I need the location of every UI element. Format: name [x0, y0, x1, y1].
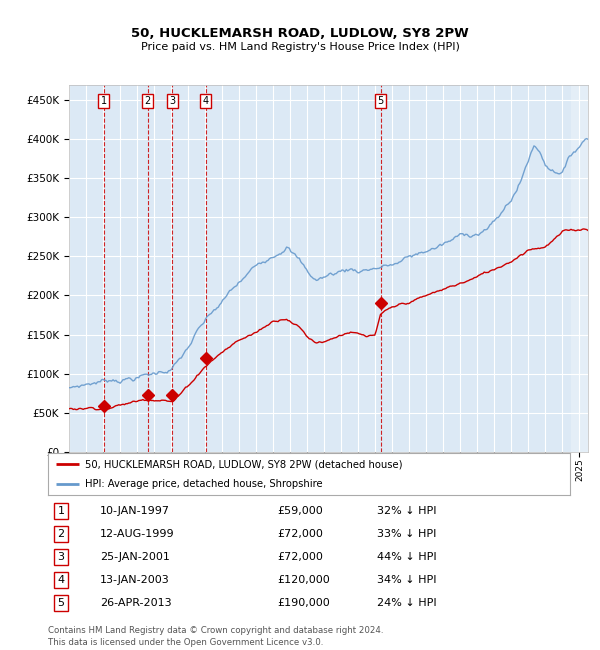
Text: £72,000: £72,000	[278, 552, 323, 562]
Text: 4: 4	[58, 575, 65, 585]
Text: 2: 2	[58, 529, 65, 539]
Polygon shape	[571, 84, 588, 452]
Text: 2: 2	[145, 96, 151, 106]
Text: 3: 3	[58, 552, 65, 562]
Text: 24% ↓ HPI: 24% ↓ HPI	[377, 598, 436, 608]
Text: 32% ↓ HPI: 32% ↓ HPI	[377, 506, 436, 516]
Text: Contains HM Land Registry data © Crown copyright and database right 2024.
This d: Contains HM Land Registry data © Crown c…	[48, 626, 383, 647]
Text: 5: 5	[58, 598, 65, 608]
Text: HPI: Average price, detached house, Shropshire: HPI: Average price, detached house, Shro…	[85, 479, 322, 489]
Text: 5: 5	[377, 96, 384, 106]
Text: 34% ↓ HPI: 34% ↓ HPI	[377, 575, 436, 585]
Text: 44% ↓ HPI: 44% ↓ HPI	[377, 552, 436, 562]
Text: 33% ↓ HPI: 33% ↓ HPI	[377, 529, 436, 539]
Text: £120,000: £120,000	[278, 575, 331, 585]
Text: 13-JAN-2003: 13-JAN-2003	[100, 575, 170, 585]
Text: 1: 1	[58, 506, 65, 516]
Text: 12-AUG-1999: 12-AUG-1999	[100, 529, 175, 539]
Text: 50, HUCKLEMARSH ROAD, LUDLOW, SY8 2PW: 50, HUCKLEMARSH ROAD, LUDLOW, SY8 2PW	[131, 27, 469, 40]
Text: 10-JAN-1997: 10-JAN-1997	[100, 506, 170, 516]
Text: 4: 4	[203, 96, 209, 106]
Text: £72,000: £72,000	[278, 529, 323, 539]
Text: 1: 1	[100, 96, 107, 106]
Text: 50, HUCKLEMARSH ROAD, LUDLOW, SY8 2PW (detached house): 50, HUCKLEMARSH ROAD, LUDLOW, SY8 2PW (d…	[85, 460, 402, 469]
Text: £59,000: £59,000	[278, 506, 323, 516]
Text: 26-APR-2013: 26-APR-2013	[100, 598, 172, 608]
Text: Price paid vs. HM Land Registry's House Price Index (HPI): Price paid vs. HM Land Registry's House …	[140, 42, 460, 52]
Text: 25-JAN-2001: 25-JAN-2001	[100, 552, 170, 562]
Text: 3: 3	[169, 96, 175, 106]
Text: £190,000: £190,000	[278, 598, 331, 608]
